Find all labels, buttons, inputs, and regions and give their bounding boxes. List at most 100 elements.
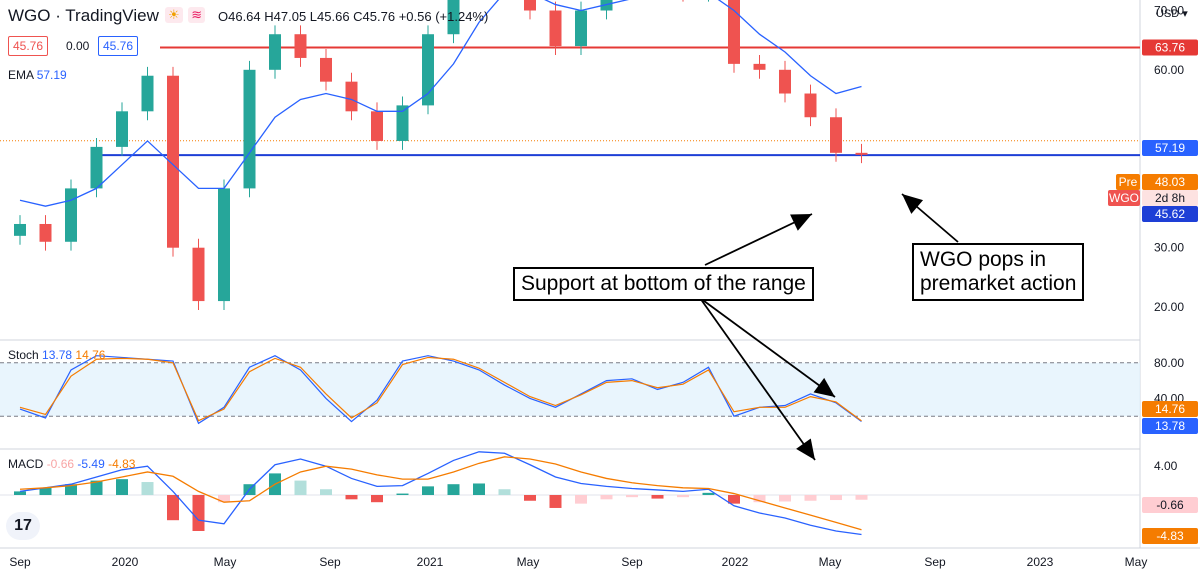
macd-histogram-bar: [524, 495, 536, 501]
candlestick-series: [14, 0, 868, 310]
arrow-to-stoch: [699, 297, 836, 398]
macd-signal-tag-bg: [1142, 528, 1198, 544]
macd-histogram-bar: [447, 484, 460, 495]
candle: [447, 0, 460, 35]
macd-histogram-bar: [422, 486, 434, 495]
ema-value: 57.19: [36, 68, 67, 82]
resistance-tag: 63.76: [1155, 41, 1185, 55]
candle: [39, 223, 52, 242]
spread-value: 0.00: [66, 39, 90, 53]
candle: [549, 10, 562, 47]
tradingview-logo-icon[interactable]: 17: [6, 512, 40, 540]
symbol-tag-bg: [1108, 190, 1140, 206]
premarket-annotation-line2: premarket action: [920, 272, 1077, 295]
x-tick-label: Sep: [319, 555, 341, 569]
candle: [320, 57, 332, 82]
stoch-label: Stoch: [8, 348, 39, 362]
macd-histogram-bar: [626, 495, 638, 498]
stoch-pane: [19, 355, 862, 425]
price-tick-label: 30.00: [1154, 241, 1184, 255]
macd-hist-tag: -0.66: [1156, 498, 1184, 512]
macd-histogram-bar: [320, 489, 332, 495]
signal-line: [19, 456, 862, 531]
macd-histogram-bar: [779, 495, 791, 502]
x-tick-label: 2022: [722, 555, 749, 569]
ema-tag-bg: [1142, 140, 1198, 156]
candle: [167, 75, 179, 248]
resistance-tag-bg: [1142, 39, 1198, 56]
ema-series: [19, 0, 862, 207]
premarket-price-tag-bg: [1142, 174, 1198, 190]
x-tick-label: Sep: [9, 555, 31, 569]
macd-histogram-bar: [728, 495, 740, 504]
horizontal-levels: [0, 46, 1140, 157]
candle: [830, 117, 842, 153]
candle: [345, 81, 358, 112]
sell-price-box[interactable]: 45.76: [8, 36, 49, 56]
x-tick-label: 2023: [1027, 555, 1054, 569]
arrow-to-macd-head: [796, 438, 815, 460]
stoch-d-tag: 14.76: [1155, 402, 1185, 416]
macd-line: [19, 451, 862, 536]
macd-histogram-bar: [39, 487, 52, 495]
candle: [753, 63, 766, 70]
candle: [294, 34, 307, 58]
arrow-to-support-head: [790, 214, 812, 231]
candle: [396, 105, 409, 141]
premarket-annotation-line1: WGO pops in: [920, 248, 1047, 271]
macd-value: -5.49: [77, 457, 105, 471]
price-tick-label: 70.00: [1154, 4, 1184, 18]
candle: [371, 111, 383, 141]
premarket-label-tag-bg: [1116, 174, 1140, 190]
macd-histogram-bar: [14, 491, 26, 495]
macd-histogram-bar: [473, 483, 485, 495]
countdown-tag-bg: [1142, 190, 1198, 206]
countdown-tag: 2d 8h: [1155, 191, 1185, 205]
arrow-to-stoch-head: [813, 377, 835, 397]
x-tick-label: Sep: [621, 555, 643, 569]
arrow-to-premarket-head: [902, 194, 924, 214]
macd-signal-value: -4.83: [108, 457, 136, 471]
ohlc-legend: O46.64 H47.05 L45.66 C45.76 +0.56 (+1.24…: [218, 9, 489, 24]
macd-histogram-bar: [651, 495, 664, 499]
macd-histogram-bar: [549, 495, 562, 508]
candle: [575, 10, 587, 47]
candle: [269, 34, 281, 70]
stoch-k-value: 13.78: [42, 348, 73, 362]
candle: [779, 69, 791, 94]
candle: [192, 247, 205, 302]
symbol-title[interactable]: WGO · TradingView: [8, 6, 159, 25]
premarket-label-tag: Pre: [1119, 175, 1138, 189]
candle: [141, 75, 154, 112]
macd-histogram-bar: [702, 492, 715, 495]
macd-histogram-bar: [498, 489, 511, 495]
candle: [524, 0, 536, 11]
candle: [243, 69, 256, 189]
macd-signal-tag: -4.83: [1156, 529, 1184, 543]
macd-legend: MACD -0.66 -5.49 -4.83: [8, 457, 135, 471]
ema-legend: EMA 57.19: [8, 68, 67, 82]
stoch-d-line: [19, 356, 862, 422]
support-tag-bg: [1142, 206, 1198, 222]
macd-histogram-bar: [116, 479, 128, 495]
macd-histogram-bar: [90, 480, 103, 495]
macd-tick-label: 4.00: [1154, 459, 1178, 473]
price-tick-label: 20.00: [1154, 300, 1184, 314]
ema-line: [19, 0, 862, 207]
buy-price-box[interactable]: 45.76: [98, 36, 139, 56]
candle: [116, 111, 128, 147]
candle: [65, 188, 77, 242]
axes: Sep 2020 May Sep 2021 May Sep 2022 May Sep 2023 May…: [9, 4, 1198, 569]
annotation-arrows: [699, 193, 959, 461]
candle: [218, 188, 230, 302]
x-tick-label: May: [819, 555, 842, 569]
candle: [422, 34, 434, 106]
ema-tag: 57.19: [1155, 141, 1185, 155]
x-tick-label: May: [517, 555, 540, 569]
stoch-d-tag-bg: [1142, 401, 1198, 417]
macd-hist-value: -0.66: [46, 457, 75, 471]
macd-hist-tag-bg: [1142, 497, 1198, 513]
price-tick-label: 60.00: [1154, 63, 1184, 77]
candle: [804, 93, 817, 118]
